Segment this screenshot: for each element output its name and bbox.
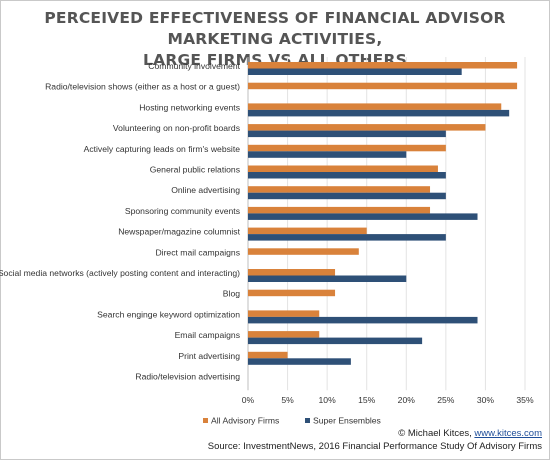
bar-all-advisory-firms bbox=[248, 248, 359, 255]
bar-super-ensembles bbox=[248, 192, 446, 200]
category-label: Direct mail campaigns bbox=[155, 247, 240, 257]
bar-super-ensembles bbox=[248, 213, 478, 220]
legend-label: All Advisory Firms bbox=[211, 416, 279, 426]
legend-label: Super Ensembles bbox=[313, 416, 381, 426]
bar-all-advisory-firms bbox=[248, 269, 336, 276]
x-tick-label: 20% bbox=[398, 395, 416, 405]
x-tick-label: 30% bbox=[477, 395, 495, 405]
bar-super-ensembles bbox=[248, 316, 478, 324]
bar-all-advisory-firms bbox=[248, 124, 486, 131]
bar-all-advisory-firms bbox=[248, 103, 502, 110]
bar-all-advisory-firms bbox=[248, 310, 320, 317]
bar-super-ensembles bbox=[248, 68, 462, 75]
category-label: Sponsoring community events bbox=[125, 206, 240, 216]
bar-super-ensembles bbox=[248, 358, 351, 365]
category-label: Actively capturing leads on firm's websi… bbox=[84, 144, 241, 154]
bar-all-advisory-firms bbox=[248, 227, 367, 235]
bar-super-ensembles bbox=[248, 172, 446, 179]
bar-all-advisory-firms bbox=[248, 144, 446, 152]
bar-super-ensembles bbox=[248, 151, 407, 158]
chart-title: PERCEIVED EFFECTIVENESS OF FINANCIAL ADV… bbox=[0, 8, 550, 71]
x-tick-label: 25% bbox=[437, 395, 455, 405]
bar-super-ensembles bbox=[248, 275, 407, 282]
category-label: Social media networks (actively posting … bbox=[0, 268, 240, 278]
bar-all-advisory-firms bbox=[248, 351, 288, 359]
bar-super-ensembles bbox=[248, 337, 423, 345]
category-label: Hosting networking events bbox=[139, 102, 240, 112]
x-tick-label: 5% bbox=[281, 395, 294, 405]
x-tick-label: 10% bbox=[319, 395, 337, 405]
credit-line: © Michael Kitces, www.kitces.com bbox=[398, 428, 542, 439]
source-line: Source: InvestmentNews, 2016 Financial P… bbox=[207, 441, 542, 452]
bar-all-advisory-firms bbox=[248, 206, 431, 214]
category-label: Search enginge keyword optimization bbox=[97, 309, 240, 319]
credit-text: © Michael Kitces, bbox=[398, 428, 475, 439]
category-label: Volunteering on non-profit boards bbox=[113, 123, 240, 133]
x-tick-label: 15% bbox=[358, 395, 376, 405]
x-tick-label: 0% bbox=[242, 395, 255, 405]
bar-all-advisory-firms bbox=[248, 82, 518, 90]
category-label: Blog bbox=[223, 289, 240, 299]
credit-link[interactable]: www.kitces.com bbox=[474, 428, 542, 439]
category-label: Email campaigns bbox=[175, 330, 240, 340]
bar-all-advisory-firms bbox=[248, 289, 336, 297]
category-label: Online advertising bbox=[171, 185, 240, 195]
chart-title-line-1: PERCEIVED EFFECTIVENESS OF FINANCIAL ADV… bbox=[44, 9, 506, 48]
bar-super-ensembles bbox=[248, 109, 510, 117]
bar-all-advisory-firms bbox=[248, 331, 320, 338]
bar-all-advisory-firms bbox=[248, 165, 438, 172]
bar-super-ensembles bbox=[248, 234, 446, 241]
category-label: Newspaper/magazine columnist bbox=[118, 227, 240, 237]
x-tick-label: 35% bbox=[516, 395, 534, 405]
legend-swatch bbox=[203, 418, 208, 423]
category-label: Radio/television shows (either as a host… bbox=[45, 82, 240, 92]
bar-all-advisory-firms bbox=[248, 62, 518, 69]
category-label: General public relations bbox=[150, 165, 240, 175]
category-label: Community involvement bbox=[148, 61, 240, 71]
category-label: Print advertising bbox=[178, 351, 240, 361]
legend-swatch bbox=[305, 418, 310, 423]
bar-super-ensembles bbox=[248, 130, 446, 138]
bar-all-advisory-firms bbox=[248, 186, 431, 193]
category-label: Radio/television advertising bbox=[135, 372, 240, 382]
